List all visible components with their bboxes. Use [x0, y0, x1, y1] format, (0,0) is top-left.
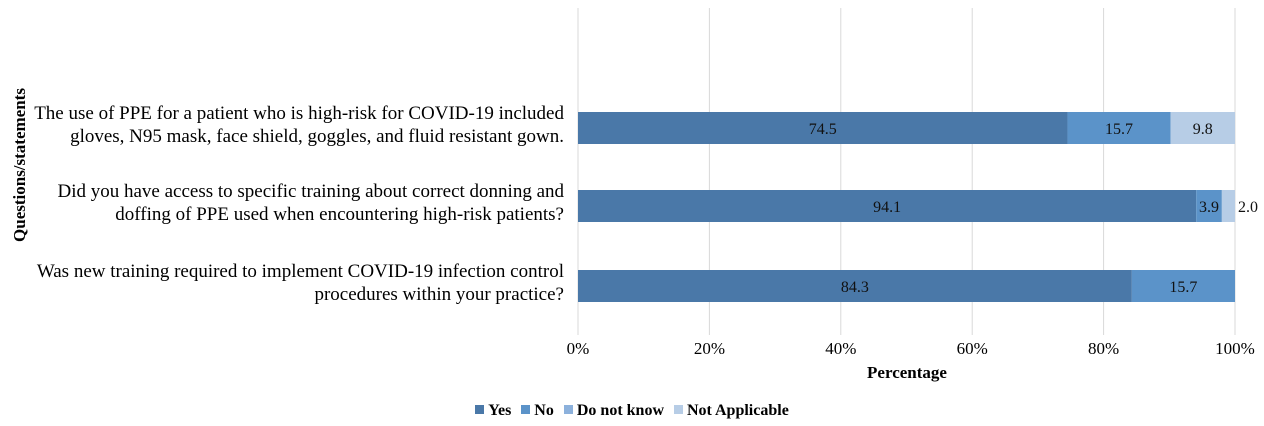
legend-item: Yes: [475, 402, 511, 420]
bar-value-label: 74.5: [809, 121, 837, 138]
legend-label: No: [534, 402, 554, 419]
bar-segment: [1196, 190, 1222, 222]
legend-item: Not Applicable: [674, 402, 789, 420]
bar-value-label: 9.8: [1193, 121, 1213, 138]
category-label-line: procedures within your practice?: [314, 284, 564, 305]
bar-segment: [1221, 190, 1235, 222]
legend-label: Not Applicable: [687, 402, 789, 419]
bar-value-labels: 74.5 15.7 9.8 94.1 3.9 2.0 84.3 15.7: [809, 121, 1258, 296]
legend-swatch: [674, 405, 683, 414]
legend-swatch: [475, 405, 485, 414]
x-tick-label: 80%: [1088, 339, 1119, 358]
bar-value-label: 3.9: [1199, 199, 1219, 216]
category-label-line: Was new training required to implement C…: [36, 261, 564, 282]
x-tick-label: 60%: [957, 339, 988, 358]
category-label: Did you have access to specific training…: [0, 180, 565, 226]
bars: [578, 112, 1235, 302]
legend-swatch: [563, 405, 573, 414]
bar-segment: [1131, 270, 1235, 302]
category-label-line: The use of PPE for a patient who is high…: [34, 103, 564, 124]
bar-value-label: 2.0: [1238, 199, 1258, 216]
legend-item: Do not know: [563, 402, 664, 420]
category-label: Was new training required to implement C…: [0, 260, 564, 306]
legend: Yes No Do not know Not Applicable: [0, 402, 1264, 420]
category-label-line: Did you have access to specific training…: [57, 181, 565, 202]
bar-segment: [1067, 112, 1171, 144]
bar-value-label: 15.7: [1105, 121, 1133, 138]
category-label-line: gloves, N95 mask, face shield, goggles, …: [70, 126, 564, 147]
legend-swatch: [521, 405, 531, 414]
x-tick-label: 0%: [567, 339, 590, 358]
category-label-line: doffing of PPE used when encountering hi…: [115, 204, 564, 225]
y-axis-label: Questions/statements: [10, 88, 29, 242]
x-tick-label: 100%: [1215, 339, 1255, 358]
x-tick-label: 40%: [825, 339, 856, 358]
x-axis-label: Percentage: [867, 363, 947, 382]
bar-segment: [578, 112, 1068, 144]
bar-segment: [578, 190, 1197, 222]
legend-item: No: [521, 402, 554, 420]
bar-value-label: 94.1: [873, 199, 901, 216]
bar-segment: [578, 270, 1132, 302]
bar-value-label: 84.3: [841, 279, 869, 296]
bar-value-label: 15.7: [1169, 279, 1197, 296]
category-label: The use of PPE for a patient who is high…: [0, 102, 564, 148]
legend-label: Yes: [488, 402, 512, 419]
legend-label: Do not know: [576, 402, 664, 419]
x-tick-label: 20%: [694, 339, 725, 358]
x-tick-labels: 0% 20% 40% 60% 80% 100%: [567, 339, 1255, 358]
bar-segment: [1170, 112, 1235, 144]
